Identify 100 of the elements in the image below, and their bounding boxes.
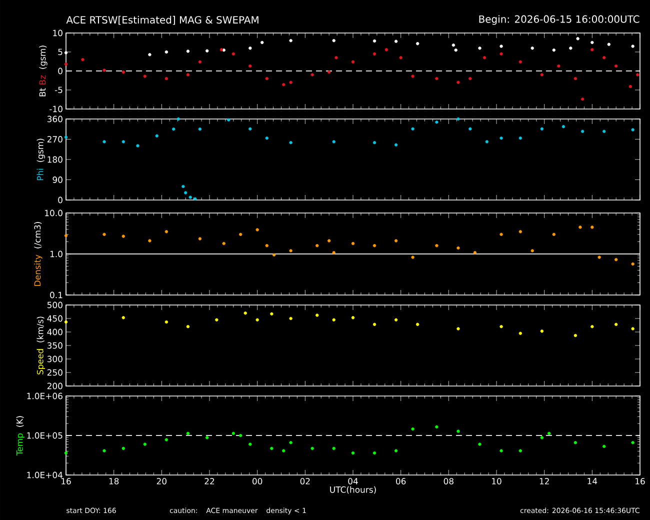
point bbox=[186, 324, 190, 328]
point bbox=[256, 228, 259, 232]
point bbox=[289, 141, 292, 144]
point bbox=[239, 434, 242, 438]
text: Speed bbox=[36, 349, 45, 374]
y-tick-label: 90 bbox=[52, 176, 62, 183]
x-tick-label: 08 bbox=[444, 478, 454, 484]
point bbox=[248, 127, 252, 130]
text: Bt bbox=[39, 88, 46, 96]
x-tick-label: 18 bbox=[109, 478, 119, 484]
point bbox=[602, 444, 606, 448]
point bbox=[198, 237, 202, 240]
point bbox=[399, 56, 402, 60]
point bbox=[316, 244, 319, 248]
point bbox=[518, 136, 522, 140]
point bbox=[248, 46, 252, 50]
y-tick-label: -10 bbox=[50, 106, 62, 112]
x-tick-label: 16 bbox=[62, 478, 71, 484]
point bbox=[232, 52, 236, 56]
point bbox=[631, 128, 634, 132]
point bbox=[164, 320, 168, 324]
point bbox=[289, 80, 292, 84]
point bbox=[540, 330, 544, 333]
y-tick-label: 0 bbox=[58, 196, 62, 204]
point bbox=[628, 84, 632, 88]
point bbox=[64, 451, 68, 455]
point bbox=[518, 332, 522, 335]
y-tick-label: 350 bbox=[47, 342, 62, 349]
point bbox=[456, 246, 460, 250]
point bbox=[372, 451, 376, 455]
point bbox=[282, 83, 286, 86]
point bbox=[327, 70, 331, 74]
point bbox=[500, 232, 503, 236]
y-axis-title: (gsm) bbox=[39, 46, 48, 69]
x-tick-label: 04 bbox=[348, 478, 358, 484]
point bbox=[334, 56, 338, 60]
y-axis-title: (gsm) bbox=[36, 138, 45, 162]
point bbox=[435, 244, 438, 248]
point bbox=[248, 64, 252, 68]
point bbox=[576, 37, 580, 40]
point bbox=[289, 249, 292, 252]
point bbox=[282, 449, 286, 452]
point bbox=[372, 52, 376, 56]
point bbox=[473, 251, 477, 254]
y-tick-label: 200 bbox=[47, 382, 62, 390]
point bbox=[581, 130, 584, 133]
point bbox=[372, 244, 376, 248]
point bbox=[468, 127, 472, 130]
point bbox=[456, 117, 460, 121]
point bbox=[182, 184, 185, 188]
y-tick-label: 0.1 bbox=[50, 292, 62, 298]
y-tick-label: 360 bbox=[47, 116, 62, 122]
point bbox=[452, 44, 456, 47]
point bbox=[332, 318, 336, 322]
y-tick-label: 500 bbox=[47, 302, 62, 308]
point bbox=[590, 324, 594, 328]
point bbox=[518, 230, 522, 234]
point bbox=[518, 449, 522, 452]
x-tick-label: 10 bbox=[492, 478, 502, 484]
point bbox=[122, 140, 126, 144]
point bbox=[552, 232, 556, 236]
point bbox=[148, 239, 152, 242]
point bbox=[143, 74, 147, 78]
point bbox=[631, 44, 634, 48]
point bbox=[631, 441, 634, 444]
y-tick-label: 5 bbox=[58, 48, 62, 56]
point bbox=[578, 226, 582, 229]
x-tick-label: 02 bbox=[300, 478, 310, 484]
point bbox=[384, 48, 388, 52]
point bbox=[468, 76, 472, 80]
point bbox=[244, 311, 247, 315]
text: Phi bbox=[36, 168, 44, 180]
point bbox=[270, 312, 274, 316]
point bbox=[102, 232, 106, 236]
text: Bz bbox=[39, 75, 46, 84]
point bbox=[164, 50, 168, 54]
y-tick-label: 10.0 bbox=[45, 210, 62, 216]
point bbox=[540, 127, 544, 130]
point bbox=[136, 144, 140, 148]
y-tick-label: 1.0E+04 bbox=[27, 472, 62, 478]
point bbox=[332, 446, 336, 450]
point bbox=[186, 432, 190, 435]
point bbox=[574, 76, 578, 80]
point bbox=[148, 53, 152, 56]
point bbox=[184, 191, 188, 194]
point bbox=[411, 74, 414, 78]
x-axis-title: UTC(hours) bbox=[330, 486, 376, 494]
point bbox=[122, 446, 126, 450]
point bbox=[265, 136, 268, 140]
point bbox=[562, 125, 566, 128]
y-tick-label: 1.0E+06 bbox=[27, 392, 62, 400]
y-tick-label: 300 bbox=[47, 356, 62, 362]
point bbox=[222, 48, 226, 52]
point bbox=[435, 425, 438, 428]
point bbox=[372, 322, 376, 326]
point bbox=[265, 76, 268, 80]
point bbox=[239, 232, 242, 236]
point bbox=[64, 62, 68, 66]
point bbox=[394, 318, 398, 322]
point bbox=[530, 249, 534, 252]
